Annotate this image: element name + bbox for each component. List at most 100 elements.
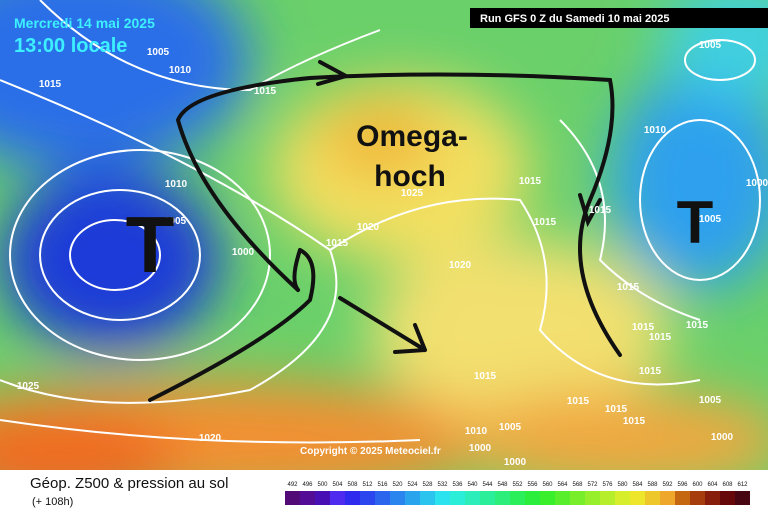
isobar-label: 1015	[474, 371, 497, 382]
omega-label: Omega-	[356, 120, 468, 153]
colorbar-label: 508	[347, 482, 358, 488]
colorbar-label: 608	[722, 482, 733, 488]
isobar-label: 1010	[169, 65, 192, 76]
colorbar-label: 536	[452, 482, 463, 488]
time-label: 13:00 locale	[14, 35, 127, 57]
isobar-label: 1015	[534, 217, 557, 228]
run-label: Run GFS 0 Z du Samedi 10 mai 2025	[480, 13, 670, 25]
isobar-label: 1015	[639, 366, 662, 377]
isobar-label: 1010	[165, 179, 188, 190]
colorbar-cell	[645, 491, 660, 505]
colorbar-cell	[615, 491, 630, 505]
isobar-label: 1015	[649, 332, 672, 343]
isobar-label: 1010	[644, 125, 667, 136]
colorbar-cell	[525, 491, 540, 505]
colorbar-label: 524	[407, 482, 418, 488]
isobar-label: 1025	[17, 381, 40, 392]
colorbar-label: 540	[467, 482, 478, 488]
colorbar-label: 496	[302, 482, 313, 488]
footer-subtitle: (+ 108h)	[32, 496, 73, 508]
colorbar-cell	[735, 491, 750, 505]
colorbar-cell	[435, 491, 450, 505]
colorbar-label: 516	[377, 482, 388, 488]
low-label: T	[126, 200, 175, 289]
isobar-label: 1005	[699, 395, 722, 406]
isobar-label: 1015	[254, 86, 277, 97]
colorbar-cell	[720, 491, 735, 505]
isobar-label: 1015	[39, 79, 62, 90]
isobar-label: 1000	[504, 457, 527, 468]
isobar-label: 1005	[147, 47, 170, 58]
colorbar-cell	[420, 491, 435, 505]
colorbar-cell	[315, 491, 330, 505]
colorbar-label: 544	[482, 482, 493, 488]
isobar-label: 1025	[401, 188, 424, 199]
isobar-label: 1015	[617, 282, 640, 293]
colorbar-cell	[690, 491, 705, 505]
isobar-label: 1020	[199, 433, 222, 444]
colorbar-label: 576	[602, 482, 613, 488]
colorbar-label: 592	[662, 482, 673, 488]
colorbar-cell	[600, 491, 615, 505]
colorbar-label: 504	[332, 482, 343, 488]
colorbar-label: 568	[572, 482, 583, 488]
colorbar-cell	[405, 491, 420, 505]
colorbar-label: 528	[422, 482, 433, 488]
isobars	[0, 0, 761, 444]
colorbar-cell	[285, 491, 300, 505]
colorbar-cell	[480, 491, 495, 505]
colorbar-label: 532	[437, 482, 448, 488]
colorbar-label: 552	[512, 482, 523, 488]
isobar-label: 1000	[746, 178, 768, 189]
isobar-label: 1015	[686, 320, 709, 331]
colorbar-label: 580	[617, 482, 628, 488]
flow-arrows	[148, 60, 622, 402]
low-label: T	[677, 189, 714, 256]
colorbar-cell	[510, 491, 525, 505]
colorbar-label: 584	[632, 482, 643, 488]
run-box	[470, 8, 768, 28]
isobar-label: 1000	[232, 247, 255, 258]
colorbar-cell	[570, 491, 585, 505]
colorbar-cell	[555, 491, 570, 505]
colorbar-cell	[630, 491, 645, 505]
colorbar-cell	[300, 491, 315, 505]
colorbar-cell	[450, 491, 465, 505]
colorbar-label: 572	[587, 482, 598, 488]
isobar-label: 1015	[605, 404, 628, 415]
colorbar-label: 564	[557, 482, 568, 488]
omega-label: hoch	[374, 160, 446, 193]
colorbar-label: 500	[317, 482, 328, 488]
colorbar-cell	[705, 491, 720, 505]
footer-title: Géop. Z500 & pression au sol	[30, 475, 228, 492]
colorbar-label: 560	[542, 482, 553, 488]
isobar-label: 1005	[499, 422, 522, 433]
isobar-label: 1000	[469, 443, 492, 454]
colorbar-cell	[675, 491, 690, 505]
colorbar-label: 492	[287, 482, 298, 488]
isobar-label: 1015	[632, 322, 655, 333]
isobar-label: 1005	[699, 214, 722, 225]
colorbar-cell	[345, 491, 360, 505]
colorbar-label: 588	[647, 482, 658, 488]
colorbar: 492 496 500 504 508 512 516 520 524 528 532 536 540 5…	[285, 482, 750, 505]
colorbar-cell	[495, 491, 510, 505]
colorbar-cell	[465, 491, 480, 505]
colorbar-cell	[330, 491, 345, 505]
colorbar-label: 520	[392, 482, 403, 488]
colorbar-cell	[360, 491, 375, 505]
colorbar-label: 600	[692, 482, 703, 488]
colorbar-label: 604	[707, 482, 718, 488]
isobar-label: 1015	[326, 238, 349, 249]
colorbar-cell	[375, 491, 390, 505]
colorbar-label: 556	[527, 482, 538, 488]
isobar-label: 1020	[357, 222, 380, 233]
isobar-label: 1015	[623, 416, 646, 427]
colorbar-cell	[390, 491, 405, 505]
copyright: Copyright © 2025 Meteociel.fr	[300, 446, 441, 457]
isobar-label: 1015	[519, 176, 542, 187]
colorbar-cell	[540, 491, 555, 505]
isobar-label: 1005	[164, 216, 187, 227]
isobar-labels: 1005101010151015101010051000101510201025…	[17, 40, 768, 468]
